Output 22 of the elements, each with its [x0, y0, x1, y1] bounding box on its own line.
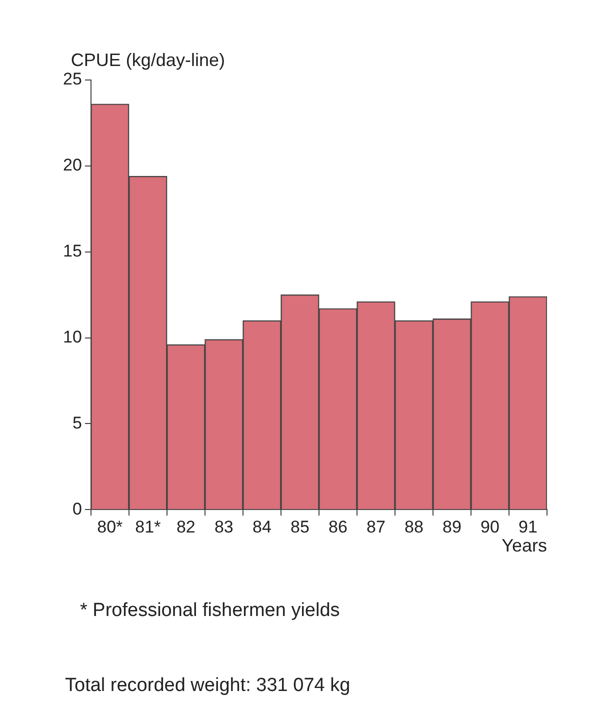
x-tick-label: 89: [442, 517, 462, 536]
x-tick-label: 82: [176, 517, 196, 536]
text: * Professional fishermen yields: [80, 600, 340, 622]
x-tick-label: 91: [518, 517, 538, 536]
x-tick-label: 86: [328, 517, 348, 536]
y-tick-label: 25: [62, 70, 82, 89]
x-tick-label: 80*: [97, 517, 124, 536]
x-tick-label: 83: [214, 517, 234, 536]
x-tick-label: 90: [480, 517, 500, 536]
y-tick-label: 5: [72, 413, 82, 432]
y-tick-label: 10: [62, 327, 82, 346]
x-tick-label: 88: [404, 517, 424, 536]
x-axis-title: Years: [502, 536, 547, 556]
y-axis-title: CPUE (kg/day-line): [70, 50, 225, 70]
text: Total recorded weight: 331 074 kg: [65, 675, 350, 697]
y-tick-label: 0: [72, 499, 82, 518]
x-tick-label: 85: [290, 517, 310, 536]
y-tick-label: 15: [62, 242, 82, 261]
x-tick-label: 84: [252, 517, 272, 536]
x-tick-label: 87: [366, 517, 386, 536]
y-tick-label: 20: [62, 156, 82, 175]
x-tick-label: 81*: [135, 517, 162, 536]
